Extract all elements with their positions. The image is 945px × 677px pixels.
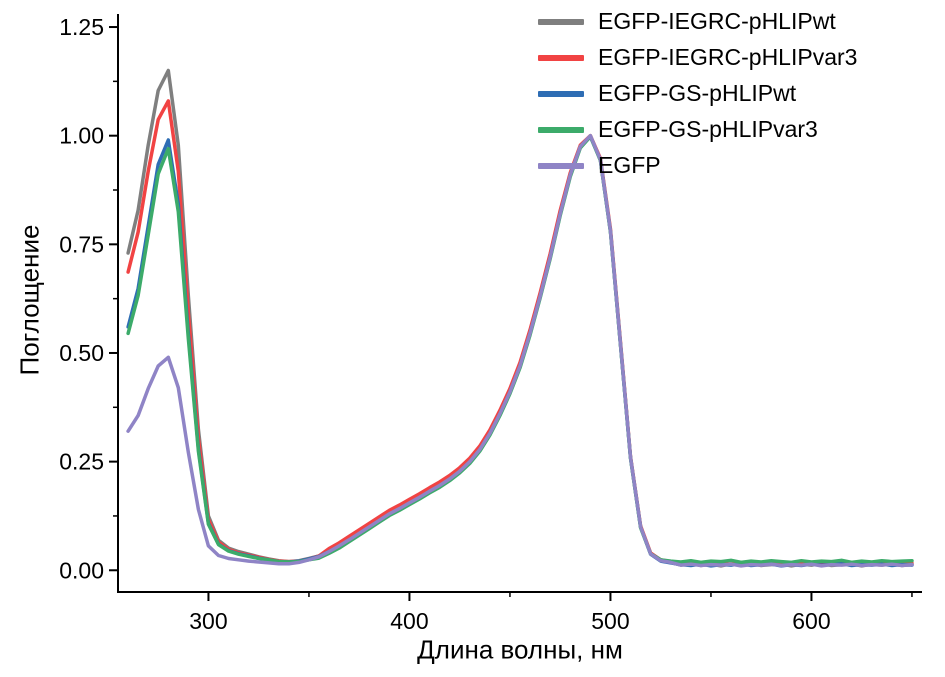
legend-label: EGFP-GS-pHLIPvar3 xyxy=(598,116,818,142)
legend: EGFP-IEGRC-pHLIPwt EGFP-IEGRC-pHLIPvar3 EG… xyxy=(538,8,857,179)
y-tick-label: 0.00 xyxy=(59,557,104,583)
legend-label: EGFP xyxy=(598,152,661,178)
legend-label: EGFP-IEGRC-pHLIPvar3 xyxy=(598,44,858,70)
series-line-EGFP xyxy=(126,133,914,568)
legend-item: EGFP-GS-pHLIPvar3 xyxy=(538,116,857,143)
legend-item: EGFP-IEGRC-pHLIPvar3 xyxy=(538,44,857,71)
y-tick-label: 1.25 xyxy=(59,14,104,40)
x-tick-label: 500 xyxy=(591,608,629,634)
x-tick-label: 300 xyxy=(189,608,227,634)
legend-line-sample xyxy=(538,54,584,61)
x-tick-label: 400 xyxy=(390,608,428,634)
series-line-EGFP-GS-pHLIPwt xyxy=(126,134,914,568)
y-tick-label: 0.25 xyxy=(59,449,104,475)
legend-line-sample xyxy=(538,126,584,133)
legend-line-sample xyxy=(538,18,584,25)
y-tick-label: 1.00 xyxy=(59,123,104,149)
y-tick-label: 0.50 xyxy=(59,340,104,366)
y-tick-label: 0.75 xyxy=(59,231,104,257)
legend-label: EGFP-IEGRC-pHLIPwt xyxy=(598,8,836,34)
legend-item: EGFP-IEGRC-pHLIPwt xyxy=(538,8,857,35)
y-axis-title: Поглощение xyxy=(14,224,45,376)
legend-line-sample xyxy=(538,162,584,169)
legend-label: EGFP-GS-pHLIPwt xyxy=(598,80,797,106)
series-line-EGFP-GS-pHLIPvar3 xyxy=(126,134,914,565)
x-axis-title: Длина волны, нм xyxy=(417,634,623,665)
legend-item: EGFP-GS-pHLIPwt xyxy=(538,80,857,107)
legend-line-sample xyxy=(538,90,584,97)
x-tick-label: 600 xyxy=(792,608,830,634)
legend-item: EGFP xyxy=(538,152,857,179)
